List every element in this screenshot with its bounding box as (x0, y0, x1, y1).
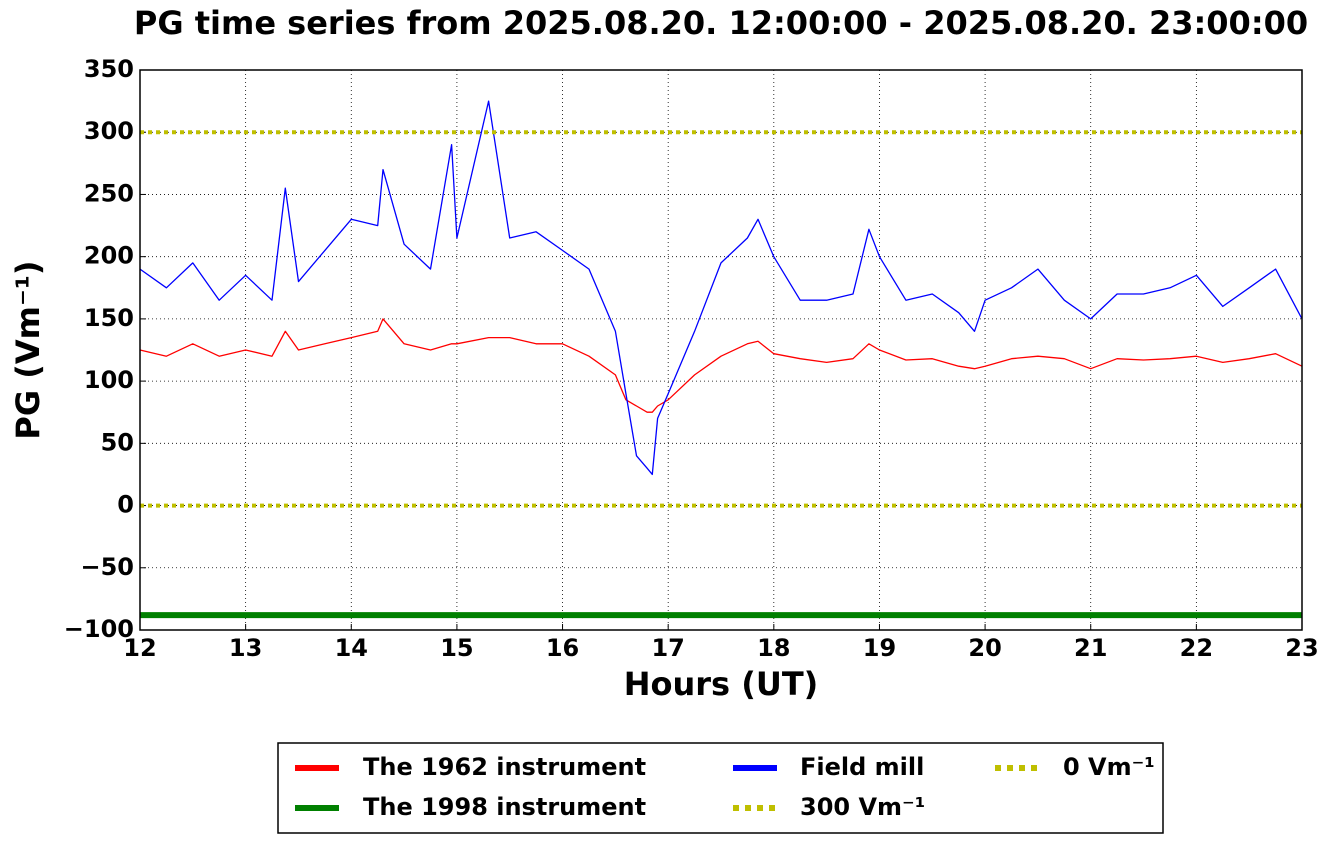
x-tick-label: 20 (968, 634, 1001, 662)
y-tick-label: 250 (84, 179, 134, 207)
legend-label: 0 Vm⁻¹ (1063, 753, 1155, 781)
legend-label: The 1998 instrument (363, 793, 646, 821)
y-tick-label: −100 (64, 615, 134, 643)
y-tick-label: −50 (80, 553, 134, 581)
x-tick-label: 12 (123, 634, 156, 662)
series-line (139, 318, 1303, 413)
x-tick-label: 15 (440, 634, 473, 662)
x-tick-label: 13 (229, 634, 262, 662)
y-tick-label: 150 (84, 304, 134, 332)
x-tick-label: 18 (757, 634, 790, 662)
x-tick-label: 17 (651, 634, 684, 662)
chart-title: PG time series from 2025.08.20. 12:00:00… (134, 4, 1308, 42)
x-axis-label: Hours (UT) (624, 665, 819, 703)
legend-label: The 1962 instrument (363, 753, 646, 781)
legend-box (277, 742, 1164, 834)
plot-frame (139, 69, 1303, 631)
x-tick-label: 19 (863, 634, 896, 662)
y-tick-label: 0 (117, 491, 134, 519)
series-line (139, 100, 1303, 476)
x-tick-label: 16 (546, 634, 579, 662)
legend-label: Field mill (800, 753, 924, 781)
legend-label: 300 Vm⁻¹ (800, 793, 925, 821)
y-axis-label: PG (Vm⁻¹) (9, 260, 47, 439)
y-tick-label: 50 (101, 428, 134, 456)
y-tick-label: 200 (84, 242, 134, 270)
x-tick-label: 21 (1074, 634, 1107, 662)
x-tick-label: 14 (335, 634, 368, 662)
y-tick-label: 300 (84, 117, 134, 145)
x-tick-label: 22 (1180, 634, 1213, 662)
x-tick-label: 23 (1285, 634, 1318, 662)
y-tick-label: 350 (84, 55, 134, 83)
y-tick-label: 100 (84, 366, 134, 394)
